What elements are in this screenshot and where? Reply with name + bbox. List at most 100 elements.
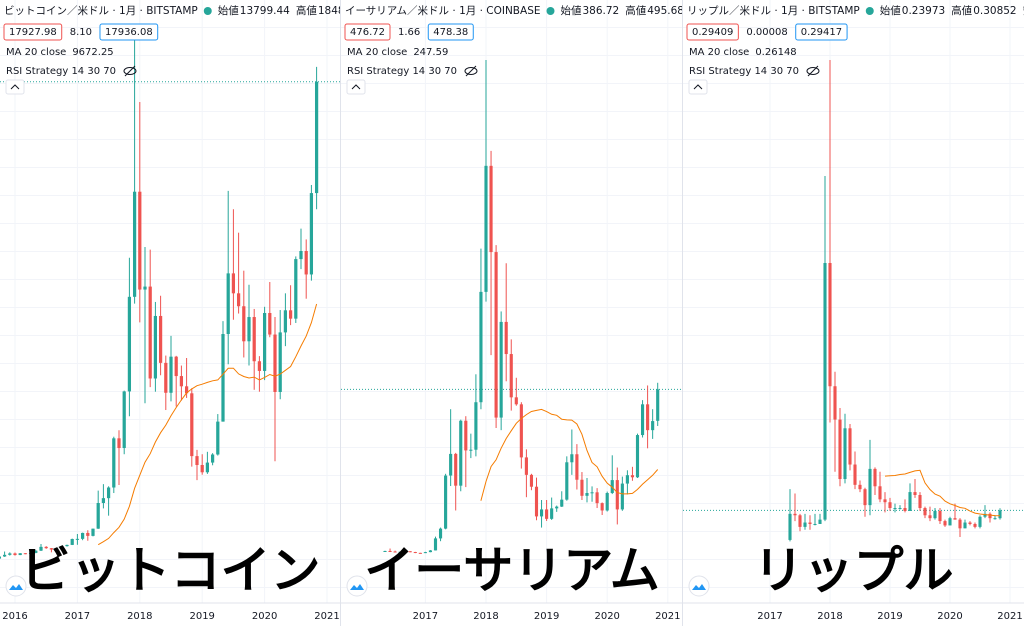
candle-body: [550, 508, 554, 519]
candle-body: [848, 428, 852, 465]
ohlc-value: 0.23973: [902, 5, 945, 17]
x-tick-label: 2017: [413, 611, 438, 622]
candle-body: [625, 475, 629, 484]
candle-body: [388, 550, 392, 552]
x-tick-label: 2021: [655, 611, 680, 622]
x-tick-label: 2020: [594, 611, 619, 622]
candle-body: [132, 191, 137, 297]
candle-body: [91, 528, 95, 536]
price-box-text: 476.72: [350, 27, 385, 38]
candle-body: [843, 428, 847, 480]
logo-circle: [346, 575, 368, 597]
candle-body: [86, 532, 90, 536]
logo: [5, 575, 27, 597]
candle-body: [883, 499, 887, 503]
candle-body: [610, 480, 614, 494]
status-dot: [546, 7, 555, 15]
candle-body: [923, 508, 927, 516]
candle-body: [278, 332, 282, 392]
candle-body: [418, 552, 422, 554]
candle-body: [127, 296, 132, 392]
candle-body: [273, 334, 277, 392]
candle-body: [646, 404, 650, 431]
candle-body: [117, 438, 121, 449]
candle-body: [534, 486, 539, 517]
logo-circle: [688, 575, 710, 597]
collapse-button[interactable]: [688, 79, 708, 95]
ohlc-label: 始値: [561, 4, 582, 17]
candle-body: [509, 354, 513, 398]
candle-body: [833, 386, 837, 420]
candle-body: [600, 503, 604, 511]
ohlc-label: 高値: [296, 4, 317, 17]
candle-body: [174, 356, 178, 377]
logo: [688, 575, 710, 597]
candle-body: [504, 321, 508, 355]
candle-body: [210, 454, 215, 463]
eye-slash: [124, 65, 136, 77]
candle-body: [943, 521, 947, 526]
price-box-text: 0.29409: [692, 27, 733, 38]
candle-body: [853, 464, 857, 485]
ohlc-value: 386.72: [583, 5, 620, 17]
candle-body: [2, 554, 7, 557]
candle-body: [963, 522, 967, 529]
eye-icon[interactable]: [464, 67, 478, 75]
candle-body: [169, 356, 173, 393]
candle-body: [158, 315, 163, 363]
candle-body: [184, 386, 189, 394]
candle-body: [314, 81, 319, 194]
eye-icon[interactable]: [123, 67, 137, 75]
candle-body: [60, 546, 64, 549]
candle-body: [39, 546, 43, 551]
price-box-text: 17927.98: [9, 27, 57, 38]
candle-body: [464, 420, 468, 451]
candle-body: [294, 259, 298, 319]
candle-body: [106, 487, 111, 499]
overlay-caption: リップル: [754, 542, 954, 600]
chart-panel: 2017 2018 2019 2020 2021 イーサリアム イーサリアム／米ドル · 1…: [341, 0, 683, 626]
candle-body: [993, 518, 997, 520]
chart-title: イーサリアム／米ドル · 1月 · COINBASE: [345, 4, 541, 17]
candle-body: [494, 252, 498, 418]
candle-body: [948, 518, 952, 526]
x-tick-label: 2021: [997, 611, 1022, 622]
candle-body: [65, 544, 69, 547]
candle-body: [585, 493, 589, 496]
candle-body: [299, 251, 303, 260]
x-tick-label: 2020: [252, 611, 277, 622]
candle-body: [913, 492, 917, 495]
ohlc-value: 0.30852: [973, 5, 1016, 17]
candle-body: [179, 376, 184, 387]
logo-icon: [350, 584, 364, 590]
candle-body: [408, 551, 412, 553]
candle-body: [968, 522, 972, 524]
collapse-button[interactable]: [346, 79, 366, 95]
candle-body: [18, 553, 22, 556]
candle-body: [973, 523, 977, 527]
price-box: [427, 23, 474, 41]
eye-icon[interactable]: [806, 67, 820, 75]
candle-body: [216, 421, 220, 455]
candle-body: [80, 532, 85, 539]
candle-body: [236, 293, 241, 307]
candle-body: [555, 506, 559, 509]
candle-body: [28, 552, 33, 554]
ohlc-value: 13799.44: [240, 5, 290, 17]
candle-body: [438, 528, 443, 539]
candle-body: [309, 193, 314, 275]
collapse-button[interactable]: [5, 79, 25, 95]
ma-label: MA 20 close: [6, 47, 66, 58]
candle-body: [570, 454, 574, 463]
candle-body: [893, 508, 897, 510]
candle-body: [793, 513, 797, 516]
candle-body: [13, 553, 17, 556]
candle-body: [143, 286, 147, 290]
candle-body: [190, 393, 194, 457]
candle-body: [798, 515, 802, 527]
price-box-text: 17936.08: [105, 27, 153, 38]
candle-body: [247, 317, 251, 342]
x-tick-label: 2019: [189, 611, 214, 622]
candle-body: [449, 453, 453, 476]
